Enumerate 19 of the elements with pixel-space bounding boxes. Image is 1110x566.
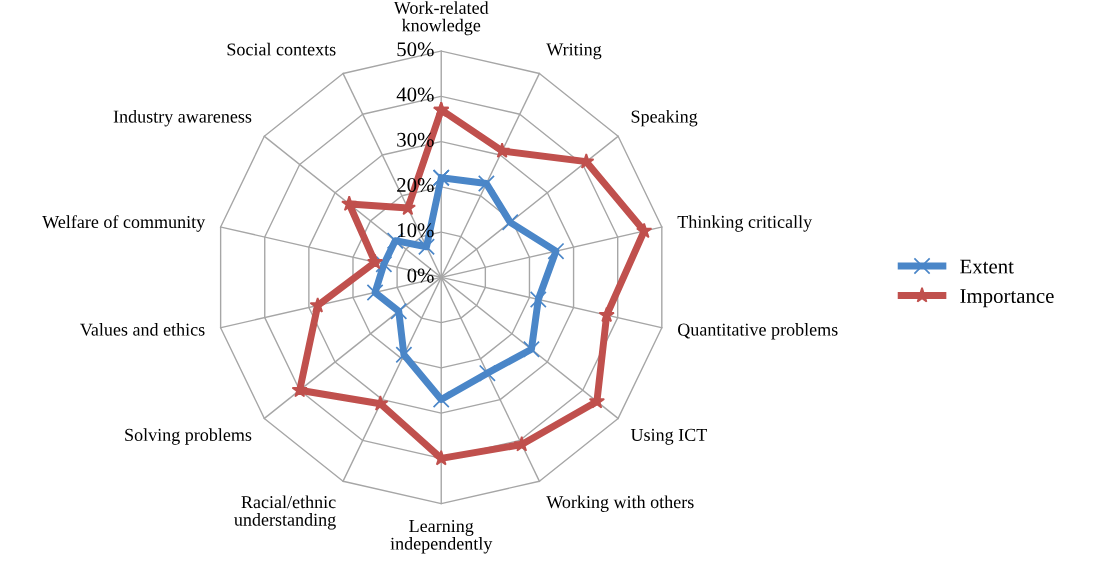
y-tick-label: 0% (407, 268, 434, 283)
spoke-label: Solving problems (125, 428, 252, 445)
spoke-label: Writing (546, 43, 602, 60)
spoke-label: Welfare of community (42, 215, 206, 232)
spoke-label: Working with others (546, 495, 694, 512)
y-tick-label: 50% (397, 42, 434, 57)
spoke-label: Industry awareness (113, 109, 252, 127)
spoke-label: Work-related knowledge (393, 1, 489, 36)
spoke-label: Social contexts (227, 42, 336, 56)
spoke-label: Racial/ethnic understanding (234, 495, 336, 530)
legend-label: Extent (960, 259, 1014, 274)
spoke-label: Learning independently (390, 519, 493, 554)
spoke-label: Thinking critically (677, 215, 813, 232)
legend-label: Importance (960, 289, 1054, 308)
spoke-label: Quantitative problems (678, 323, 838, 340)
spoke-label: Speaking (631, 109, 698, 127)
spoke-label: Values and ethics (80, 323, 205, 336)
spoke-label: Using ICT (630, 428, 707, 445)
y-tick-label: 40% (396, 87, 434, 102)
